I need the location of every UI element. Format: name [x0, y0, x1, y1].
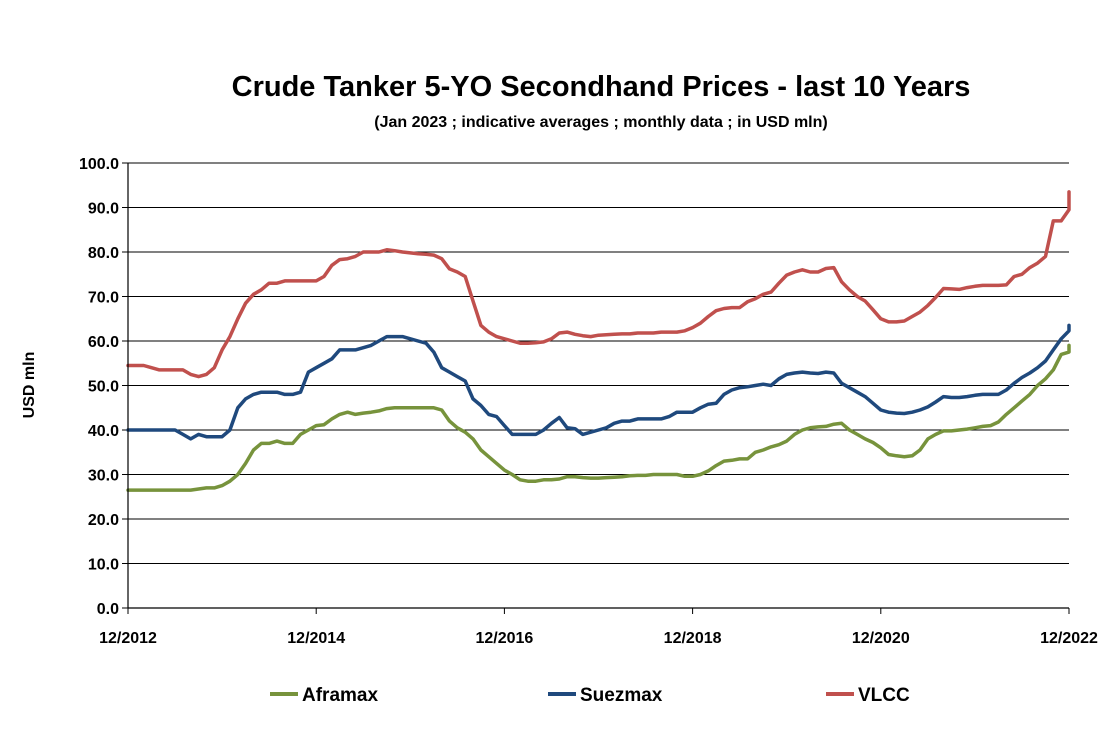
x-axis-ticks: 12/2012 12/2014 12/2016 12/2018 12/2020 12/20…	[99, 608, 1098, 647]
x-tick-label: 12/2016	[475, 630, 533, 647]
x-tick-label: 12/2022	[1040, 630, 1098, 647]
x-tick-label: 12/2014	[287, 630, 345, 647]
chart-subtitle: (Jan 2023 ; indicative averages ; monthl…	[374, 114, 827, 131]
chart-title: Crude Tanker 5-YO Secondhand Prices - la…	[232, 71, 971, 103]
axes	[127, 163, 1069, 609]
x-tick-label: 12/2018	[664, 630, 722, 647]
legend-label-suezmax: Suezmax	[580, 685, 663, 706]
series-lines	[126, 190, 1071, 492]
legend-label-aframax: Aframax	[302, 685, 378, 706]
legend: Aframax Suezmax VLCC	[270, 685, 910, 706]
legend-label-vlcc: VLCC	[858, 685, 910, 706]
y-tick-label: 70.0	[88, 290, 119, 307]
y-tick-label: 20.0	[88, 512, 119, 529]
y-tick-label: 10.0	[88, 557, 119, 574]
y-axis-ticks: 0.0 10.0 20.0 30.0 40.0 50.0 60.0 70.0 80.0 90.0 1…	[79, 156, 128, 618]
y-tick-label: 50.0	[88, 379, 119, 396]
y-tick-label: 90.0	[88, 201, 119, 218]
y-tick-label: 0.0	[97, 601, 119, 618]
y-tick-label: 100.0	[79, 156, 119, 173]
x-tick-label: 12/2012	[99, 630, 157, 647]
x-tick-label: 12/2020	[852, 630, 910, 647]
series-line-aframax	[126, 343, 1071, 492]
y-tick-label: 30.0	[88, 468, 119, 485]
gridlines	[128, 162, 1069, 564]
series-line-suezmax	[126, 323, 1071, 441]
y-axis-title: USD mln	[21, 352, 38, 419]
series-line-vlcc	[126, 190, 1071, 379]
y-tick-label: 60.0	[88, 334, 119, 351]
y-tick-label: 40.0	[88, 423, 119, 440]
y-tick-label: 80.0	[88, 245, 119, 262]
